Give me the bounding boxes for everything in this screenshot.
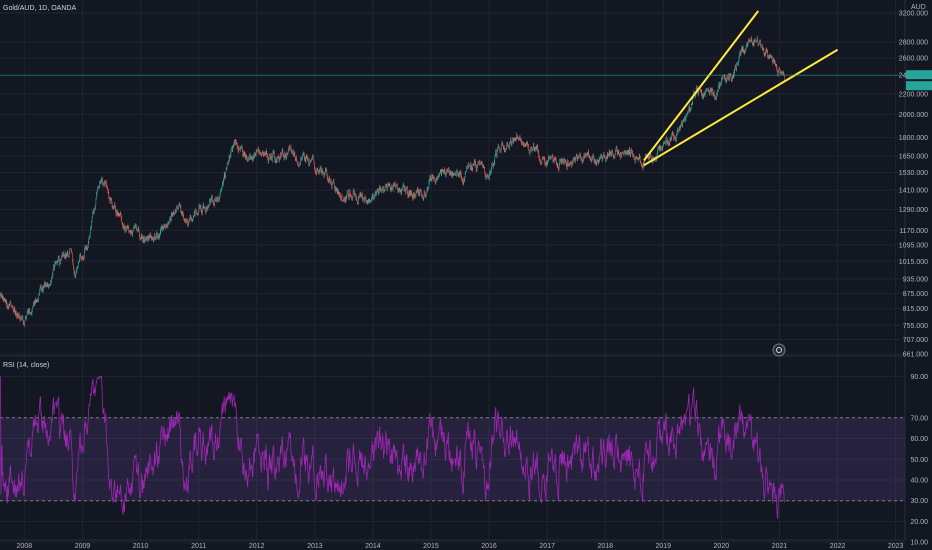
rsi-tick-label: 70.00 xyxy=(910,415,928,422)
rsi-axis[interactable]: 90.00 70.00 60.00 50.00 40.00 30.00 20.00 10.00 xyxy=(910,374,928,547)
price-tick-label: 755.000 xyxy=(903,323,928,330)
chart-options-icon[interactable] xyxy=(772,343,786,357)
time-tick-label: 2020 xyxy=(714,543,730,550)
time-tick-label: 2008 xyxy=(17,543,33,550)
rsi-tick-label: 60.00 xyxy=(910,436,928,443)
time-tick-label: 2017 xyxy=(539,543,555,550)
price-tick-label: 1410.000 xyxy=(899,188,928,195)
time-tick-label: 2012 xyxy=(249,543,265,550)
rsi-tick-label: 50.00 xyxy=(910,457,928,464)
time-tick-label: 2015 xyxy=(423,543,439,550)
price-candles xyxy=(0,35,785,327)
price-tick-label: 815.000 xyxy=(903,306,928,313)
trendlines[interactable] xyxy=(643,10,839,167)
rsi-tick-label: 20.00 xyxy=(910,519,928,526)
time-tick-label: 2023 xyxy=(888,543,904,550)
time-tick-label: 2021 xyxy=(772,543,788,550)
price-tick-label: 1095.000 xyxy=(899,242,928,249)
price-tick-label: 2800.000 xyxy=(899,39,928,46)
rsi-tick-label: 40.00 xyxy=(910,477,928,484)
time-tick-label: 2013 xyxy=(307,543,323,550)
price-tick-label: 2600.000 xyxy=(899,55,928,62)
countdown-box xyxy=(906,81,932,91)
time-tick-label: 2009 xyxy=(75,543,91,550)
time-tick-label: 2019 xyxy=(655,543,671,550)
time-axis[interactable]: 2008 2009 2010 2011 2012 2013 2014 2015 2016 2017… xyxy=(17,543,904,550)
wedge-trendline xyxy=(643,48,839,167)
time-tick-label: 2018 xyxy=(597,543,613,550)
price-tick-label: 1015.000 xyxy=(899,259,928,266)
price-tick-label: 935.000 xyxy=(903,277,928,284)
price-tick-label: 2000.000 xyxy=(899,112,928,119)
rsi-tick-label: 90.00 xyxy=(910,374,928,381)
price-tick-label: 707.000 xyxy=(903,337,928,344)
price-tick-label: 1650.000 xyxy=(899,154,928,161)
price-tick-label: 1170.000 xyxy=(899,228,928,235)
price-tick-label: 1290.000 xyxy=(899,207,928,214)
rsi-tick-label: 30.00 xyxy=(910,498,928,505)
price-tick-label: 1530.000 xyxy=(899,170,928,177)
time-tick-label: 2022 xyxy=(830,543,846,550)
rsi-series-line xyxy=(0,375,785,519)
time-tick-label: 2011 xyxy=(191,543,206,550)
current-price-marker xyxy=(0,70,932,91)
price-tick-label: 661.000 xyxy=(903,352,928,359)
symbol-title: Gold/AUD, 1D, OANDA xyxy=(3,5,76,12)
price-tick-label: 3200.000 xyxy=(899,11,928,18)
rsi-title: RSI (14, close) xyxy=(3,362,49,369)
price-tick-label: 2200.000 xyxy=(899,92,928,99)
price-tick-label: 875.000 xyxy=(903,291,928,298)
time-tick-label: 2016 xyxy=(481,543,497,550)
price-tick-label: 1800.000 xyxy=(899,135,928,142)
time-tick-label: 2010 xyxy=(133,543,149,550)
rsi-tick-label: 10.00 xyxy=(910,540,928,547)
currency-label: AUD xyxy=(911,4,926,11)
current-price-box xyxy=(906,70,932,80)
rsi-line xyxy=(0,375,785,519)
time-tick-label: 2014 xyxy=(365,543,381,550)
wedge-trendline xyxy=(643,10,760,162)
